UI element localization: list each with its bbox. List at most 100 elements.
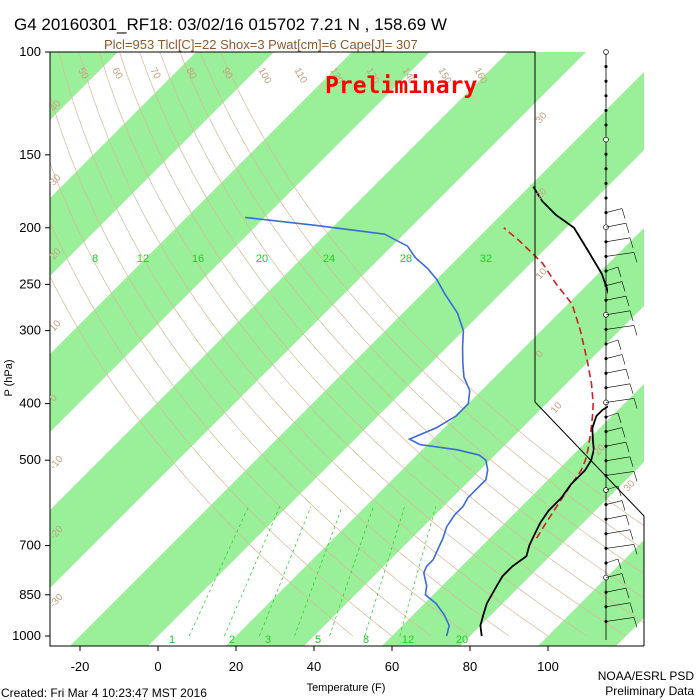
- dry-adiabats: [50, 52, 644, 637]
- wind-barb-feather: [621, 427, 626, 438]
- credit-note: Preliminary Data: [605, 684, 694, 698]
- wind-barb-feather: [625, 369, 630, 380]
- wind-barb: [605, 252, 635, 257]
- mixing-ratio-line: [399, 506, 437, 637]
- wind-barb: [605, 368, 627, 374]
- wind-barb: [605, 398, 635, 403]
- mixing-ratio-label: 1: [169, 634, 175, 646]
- wind-barb-feather: [617, 558, 622, 570]
- dry-adiabat-line: [78, 52, 549, 637]
- created-timestamp: Created: Fri Mar 4 10:23:47 MST 2016: [1, 686, 207, 700]
- mixing-ratio-line: [329, 506, 374, 637]
- mixing-ratio-label: 12: [137, 253, 149, 265]
- wind-level-marker: [604, 94, 608, 98]
- wind-barb-column: [603, 49, 638, 640]
- wind-barb-feather: [621, 500, 626, 511]
- temperature-band: [50, 52, 118, 120]
- x-tick-label: 40: [307, 659, 321, 674]
- wind-barb-feather: [625, 588, 630, 599]
- wind-barb-feather: [625, 223, 630, 234]
- wind-barb-feather: [617, 339, 622, 351]
- wind-barb: [605, 602, 631, 608]
- wind-level-marker: [604, 152, 608, 156]
- chart-subtitle: Plcl=953 Tlcl[C]=22 Shox=3 Pwat[cm]=6 Ca…: [104, 37, 418, 52]
- dry-adiabat-line: [50, 275, 354, 637]
- wind-barb: [605, 412, 619, 418]
- wind-level-marker: [604, 65, 608, 69]
- wind-barb-feather: [633, 617, 638, 628]
- wind-level-marker: [604, 167, 608, 171]
- temperature-band: [50, 52, 274, 276]
- dry-adiabat-line: [98, 52, 588, 637]
- wind-barb-feather: [633, 398, 638, 409]
- wind-barb-feather: [621, 281, 626, 292]
- mixing-ratio-label: 5: [315, 634, 321, 646]
- adiabat-label: 90: [219, 66, 234, 82]
- dry-adiabat-line: [159, 52, 644, 599]
- x-tick-label: -20: [71, 659, 90, 674]
- dry-adiabat-line: [50, 221, 393, 637]
- y-tick-label: 500: [19, 452, 41, 467]
- wind-barb: [605, 339, 619, 345]
- wind-barb: [605, 573, 623, 578]
- mixing-ratio-label: 32: [480, 253, 492, 265]
- pressure-axis: 100 150 200 250 300 400 500 700 850 1000: [12, 44, 50, 643]
- wind-barb-feather: [629, 237, 634, 248]
- x-tick-label: 100: [537, 659, 559, 674]
- wind-barb: [605, 222, 627, 228]
- mixing-ratio-label: 16: [192, 253, 204, 265]
- wind-barb: [605, 237, 631, 243]
- temperature-band: [382, 384, 644, 646]
- y-tick-label: 1000: [12, 628, 41, 643]
- dry-adiabat-line: [119, 52, 627, 637]
- wind-level-marker: [604, 79, 608, 83]
- wind-level-marker: [603, 49, 609, 55]
- adiabat-label: 80: [183, 66, 198, 82]
- mixing-ratio-line: [364, 506, 405, 637]
- mixing-ratio-label: 2: [229, 634, 235, 646]
- wind-barb: [605, 514, 627, 520]
- wind-barb: [605, 529, 631, 535]
- wind-barb-feather: [621, 573, 626, 584]
- wind-level-marker: [604, 123, 608, 127]
- wind-barb-feather: [621, 354, 626, 365]
- y-tick-label: 150: [19, 147, 41, 162]
- dry-adiabat-line: [58, 52, 510, 637]
- wind-barb-feather: [617, 412, 622, 424]
- wind-barb-feather: [625, 515, 630, 526]
- wind-barb: [605, 310, 631, 316]
- mixing-ratio-labels: 8 12 16 20 24 28 321 2 3 5 8 12 20: [92, 253, 492, 646]
- wind-barb-feather: [625, 442, 630, 453]
- dry-adiabat-line: [50, 161, 432, 637]
- dewpoint-series-line: [245, 216, 489, 637]
- wind-barb-feather: [629, 383, 634, 394]
- wind-barb-feather: [625, 296, 630, 307]
- wind-barb: [605, 427, 623, 432]
- wind-barb-feather: [633, 471, 638, 482]
- mixing-ratio-label: 12: [402, 634, 414, 646]
- wind-barb-feather: [629, 310, 634, 321]
- y-tick-label: 250: [19, 276, 41, 291]
- x-tick-label: 80: [463, 659, 477, 674]
- mixing-ratio-lines: [188, 506, 437, 637]
- x-tick-label: 0: [154, 659, 161, 674]
- temperature-band: [70, 72, 644, 646]
- dry-adiabat-line: [139, 52, 644, 624]
- mixing-ratio-label: 20: [456, 634, 468, 646]
- mixing-ratio-label: 20: [256, 253, 268, 265]
- wind-barb: [605, 500, 623, 505]
- temperature-band: [226, 228, 644, 646]
- temperature-band: [50, 52, 586, 588]
- wind-barb-feather: [633, 325, 638, 336]
- mixing-ratio-label: 3: [265, 634, 271, 646]
- x-axis-title: Temperature (F): [307, 682, 386, 694]
- dry-adiabat-line: [179, 52, 644, 575]
- plot-frame: [49, 51, 645, 647]
- adiabat-label: 0: [48, 392, 60, 404]
- wind-barb: [605, 281, 623, 286]
- mixing-ratio-label: 8: [363, 634, 369, 646]
- mixing-ratio-label: 28: [400, 253, 412, 265]
- wind-barb: [605, 325, 635, 330]
- wind-barb: [605, 441, 627, 447]
